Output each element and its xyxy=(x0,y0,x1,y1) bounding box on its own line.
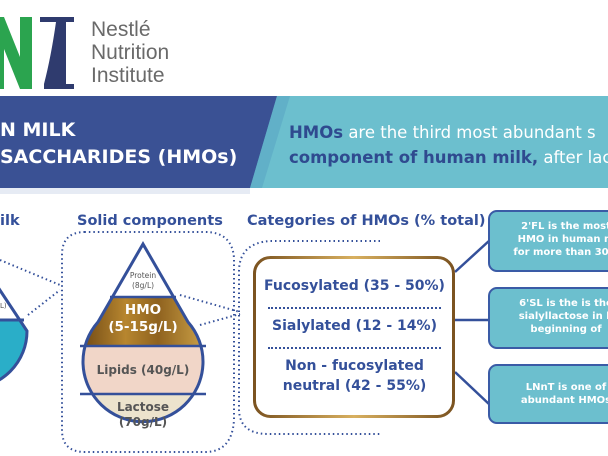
banner-underline-strip xyxy=(0,188,250,194)
category-separator xyxy=(268,307,441,309)
fact-line: sialyllactose in h xyxy=(518,311,608,322)
fact-line: 6'SL is the is the xyxy=(519,298,608,309)
subtitle-rest2: after lact xyxy=(543,148,608,167)
fact-box-2fl: 2'FL is the most HMO in human m for more… xyxy=(488,210,608,272)
fact-box-lnnt: LNnT is one of abundant HMOs xyxy=(488,364,608,424)
banner-subtitle: HMOs are the third most abundant s compo… xyxy=(289,120,608,170)
fact-lnnt-text: LNnT is one of abundant HMOs xyxy=(496,381,608,407)
milk-heading: ilk xyxy=(0,213,20,229)
subtitle-bold-hmos: HMOs xyxy=(289,123,344,142)
fact-line: for more than 30% xyxy=(513,247,608,258)
fact-6sl-text: 6'SL is the is the sialyllactose in h be… xyxy=(496,297,608,336)
logo-line-nutrition: Nutrition xyxy=(91,41,170,64)
logo-line-nestle: Nestlé xyxy=(91,18,151,41)
logo-text: Nestlé Nutrition Institute xyxy=(91,18,169,87)
subtitle-rest1: are the third most abundant s xyxy=(343,123,596,142)
lactose-label-value: (70g/L) xyxy=(118,415,168,429)
banner-title-line1: N MILK xyxy=(0,119,76,141)
logo-i-navy xyxy=(40,17,74,89)
category-non-fucosylated-line1: Non - fucosylated xyxy=(285,358,424,374)
logo-line-institute: Institute xyxy=(91,64,165,87)
lactose-label-name: Lactose xyxy=(116,400,170,414)
fact-line: abundant HMOs xyxy=(520,395,608,406)
fact-line: 2'FL is the most xyxy=(521,221,608,232)
categories-box: Fucosylated (35 - 50%) Sialylated (12 - … xyxy=(254,257,455,418)
category-non-fucosylated-line2: neutral (42 - 55%) xyxy=(282,378,427,394)
banner-dark-shape xyxy=(0,96,290,188)
category-fucosylated: Fucosylated (35 - 50%) xyxy=(264,278,445,294)
solid-components-heading: Solid components xyxy=(77,213,223,229)
banner-title-line2: SACCHARIDES (HMOs) xyxy=(0,146,238,168)
milk-drop xyxy=(0,245,29,388)
logo-n-green xyxy=(0,17,32,89)
fact-line: LNnT is one of xyxy=(525,382,607,393)
hmo-label-value: (5-15g/L) xyxy=(108,319,178,335)
hmo-label-name: HMO xyxy=(124,302,162,318)
fact-line: HMO in human m xyxy=(517,234,608,245)
protein-label: Protein (8g/L) xyxy=(103,271,183,291)
milk-drop-label: L) xyxy=(0,302,7,310)
lactose-label: Lactose (70g/L) xyxy=(93,400,193,430)
protein-label-value: (8g/L) xyxy=(131,281,155,290)
protein-label-name: Protein xyxy=(129,271,157,280)
category-non-fucosylated: Non - fucosylated neutral (42 - 55%) xyxy=(254,356,455,396)
subtitle-bold-component: component of human milk, xyxy=(289,148,539,167)
lipids-label: Lipids (40g/L) xyxy=(96,363,190,377)
hmo-label: HMO (5-15g/L) xyxy=(93,302,193,336)
categories-heading: Categories of HMOs (% total) xyxy=(247,213,486,229)
fact-line: beginning of xyxy=(530,324,602,335)
category-separator xyxy=(268,347,441,349)
fact-2fl-text: 2'FL is the most HMO in human m for more… xyxy=(496,220,608,259)
banner-title: N MILK SACCHARIDES (HMOs) xyxy=(0,117,237,171)
category-sialylated: Sialylated (12 - 14%) xyxy=(272,318,437,334)
categories-dotted-outline xyxy=(238,240,382,435)
fact-box-6sl: 6'SL is the is the sialyllactose in h be… xyxy=(488,287,608,349)
logo-mark xyxy=(0,17,74,89)
